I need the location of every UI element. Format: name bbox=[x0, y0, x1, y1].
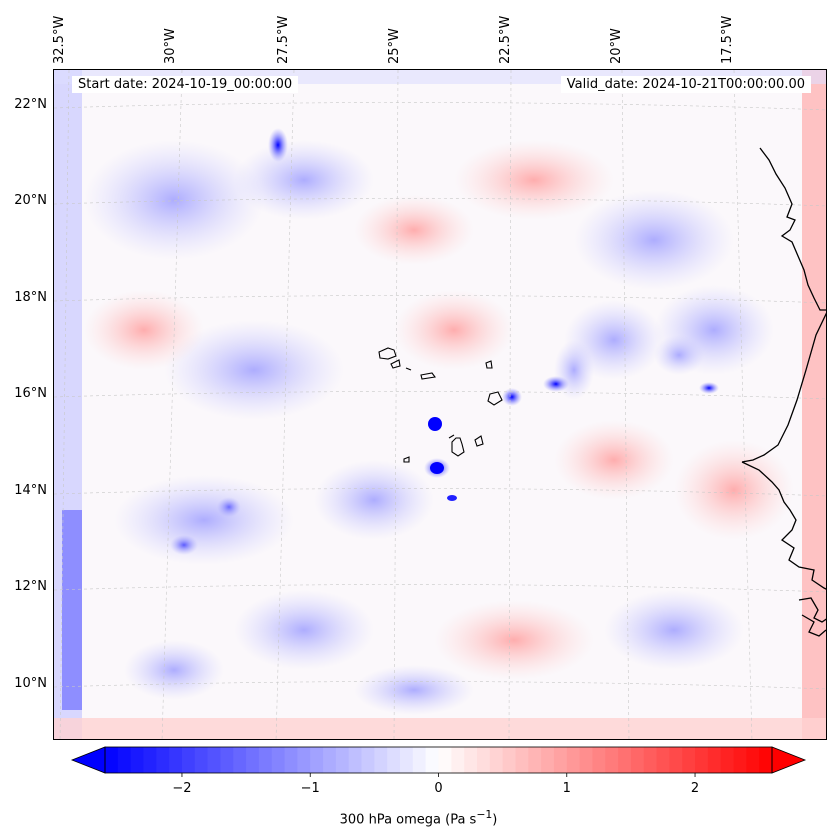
east-boundary-band bbox=[802, 70, 826, 739]
cape-verde-islands bbox=[378, 347, 503, 463]
colorbar-segment bbox=[361, 747, 375, 773]
colorbar-label-exponent: −1 bbox=[476, 808, 493, 821]
colorbar-segment bbox=[720, 747, 735, 773]
colorbar-segment bbox=[528, 747, 542, 773]
colorbar-tick-label: 0 bbox=[434, 781, 443, 796]
colorbar-segment bbox=[400, 747, 414, 773]
colorbar-segment bbox=[284, 747, 299, 773]
colorbar-segment bbox=[348, 747, 363, 773]
lat-label-12n: 12°N bbox=[14, 579, 47, 594]
lon-label-17-5w: 17.5°W bbox=[720, 15, 735, 64]
colorbar-segment bbox=[412, 747, 427, 773]
colorbar-segment bbox=[592, 747, 606, 773]
lat-label-10n: 10°N bbox=[14, 676, 47, 691]
start-date-label: Start date: 2024-10-19_00:00:00 bbox=[72, 76, 299, 93]
colorbar-segment bbox=[643, 747, 658, 773]
lon-label-20w: 20°W bbox=[609, 28, 624, 64]
strong-features bbox=[170, 128, 719, 555]
south-boundary-band bbox=[54, 718, 826, 739]
colorbar-segment bbox=[258, 747, 273, 773]
colorbar-segment bbox=[656, 747, 670, 773]
colorbar-segment bbox=[194, 747, 209, 773]
colorbar-segment bbox=[335, 747, 350, 773]
colorbar-segments bbox=[105, 747, 773, 773]
colorbar-segment bbox=[541, 747, 555, 773]
lon-label-30w: 30°W bbox=[163, 28, 178, 64]
colorbar-segment bbox=[181, 747, 196, 773]
colorbar-tick-label: 2 bbox=[690, 781, 700, 796]
lon-label-32-5w: 32.5°W bbox=[52, 15, 67, 64]
colorbar-label-suffix: ) bbox=[492, 812, 498, 828]
colorbar-segment bbox=[169, 747, 183, 773]
colorbar-tick-label: −2 bbox=[172, 781, 192, 796]
colorbar-segment bbox=[438, 747, 452, 773]
colorbar-segment bbox=[233, 747, 247, 773]
colorbar-segment bbox=[515, 747, 529, 773]
colorbar-tick-marks bbox=[181, 773, 696, 777]
colorbar-segment bbox=[246, 747, 260, 773]
colorbar-segment bbox=[310, 747, 324, 773]
colorbar-segment bbox=[502, 747, 517, 773]
colorbar-tick-label: 1 bbox=[562, 781, 571, 796]
lon-label-22-5w: 22.5°W bbox=[498, 15, 513, 64]
colorbar-min-extend bbox=[70, 746, 106, 774]
lat-label-18n: 18°N bbox=[14, 290, 47, 305]
colorbar-segment bbox=[297, 747, 311, 773]
colorbar-segment bbox=[707, 747, 722, 773]
map-panel bbox=[53, 69, 827, 740]
lon-label-25w: 25°W bbox=[387, 28, 402, 64]
lat-label-22n: 22°N bbox=[14, 97, 47, 112]
colorbar-segment bbox=[566, 747, 581, 773]
colorbar-segment bbox=[605, 747, 619, 773]
valid-date-label: Valid_date: 2024-10-21T00:00:00.00 bbox=[560, 76, 811, 93]
colorbar-segment bbox=[464, 747, 478, 773]
lat-label-14n: 14°N bbox=[14, 483, 47, 498]
lat-label-20n: 20°N bbox=[14, 193, 47, 208]
colorbar-segment bbox=[130, 747, 145, 773]
omega-field-map bbox=[54, 70, 826, 739]
west-boundary-strong-band bbox=[62, 510, 82, 710]
gridlines bbox=[54, 70, 826, 739]
colorbar-segment bbox=[553, 747, 568, 773]
diffuse-anomalies bbox=[84, 140, 794, 715]
colorbar-segment bbox=[156, 747, 170, 773]
colorbar-segment bbox=[143, 747, 157, 773]
colorbar-segment bbox=[618, 747, 632, 773]
colorbar-segment bbox=[630, 747, 645, 773]
colorbar-segment bbox=[759, 747, 773, 773]
colorbar-segment bbox=[220, 747, 234, 773]
colorbar-segment bbox=[425, 747, 440, 773]
lat-label-16n: 16°N bbox=[14, 386, 47, 401]
colorbar-segment bbox=[733, 747, 747, 773]
colorbar-label: 300 hPa omega (Pa s−1) bbox=[0, 808, 837, 827]
colorbar-segment bbox=[695, 747, 709, 773]
colorbar-segment bbox=[374, 747, 388, 773]
colorbar-max-extend bbox=[771, 746, 807, 774]
colorbar-segment bbox=[207, 747, 222, 773]
colorbar-segment bbox=[746, 747, 760, 773]
coastline bbox=[741, 147, 826, 637]
colorbar-segment bbox=[489, 747, 504, 773]
lon-label-27-5w: 27.5°W bbox=[276, 15, 291, 64]
colorbar-segment bbox=[669, 747, 683, 773]
colorbar-segment bbox=[579, 747, 594, 773]
colorbar-segment bbox=[271, 747, 286, 773]
colorbar-label-text: 300 hPa omega (Pa s bbox=[339, 812, 477, 828]
colorbar-segment bbox=[451, 747, 465, 773]
colorbar-segment bbox=[476, 747, 491, 773]
colorbar-tick-label: −1 bbox=[300, 781, 320, 796]
colorbar-segment bbox=[117, 747, 132, 773]
colorbar-segment bbox=[387, 747, 401, 773]
colorbar-segment bbox=[323, 747, 337, 773]
colorbar-segment bbox=[682, 747, 696, 773]
colorbar-segment bbox=[105, 747, 119, 773]
colorbar-outline bbox=[104, 746, 773, 774]
